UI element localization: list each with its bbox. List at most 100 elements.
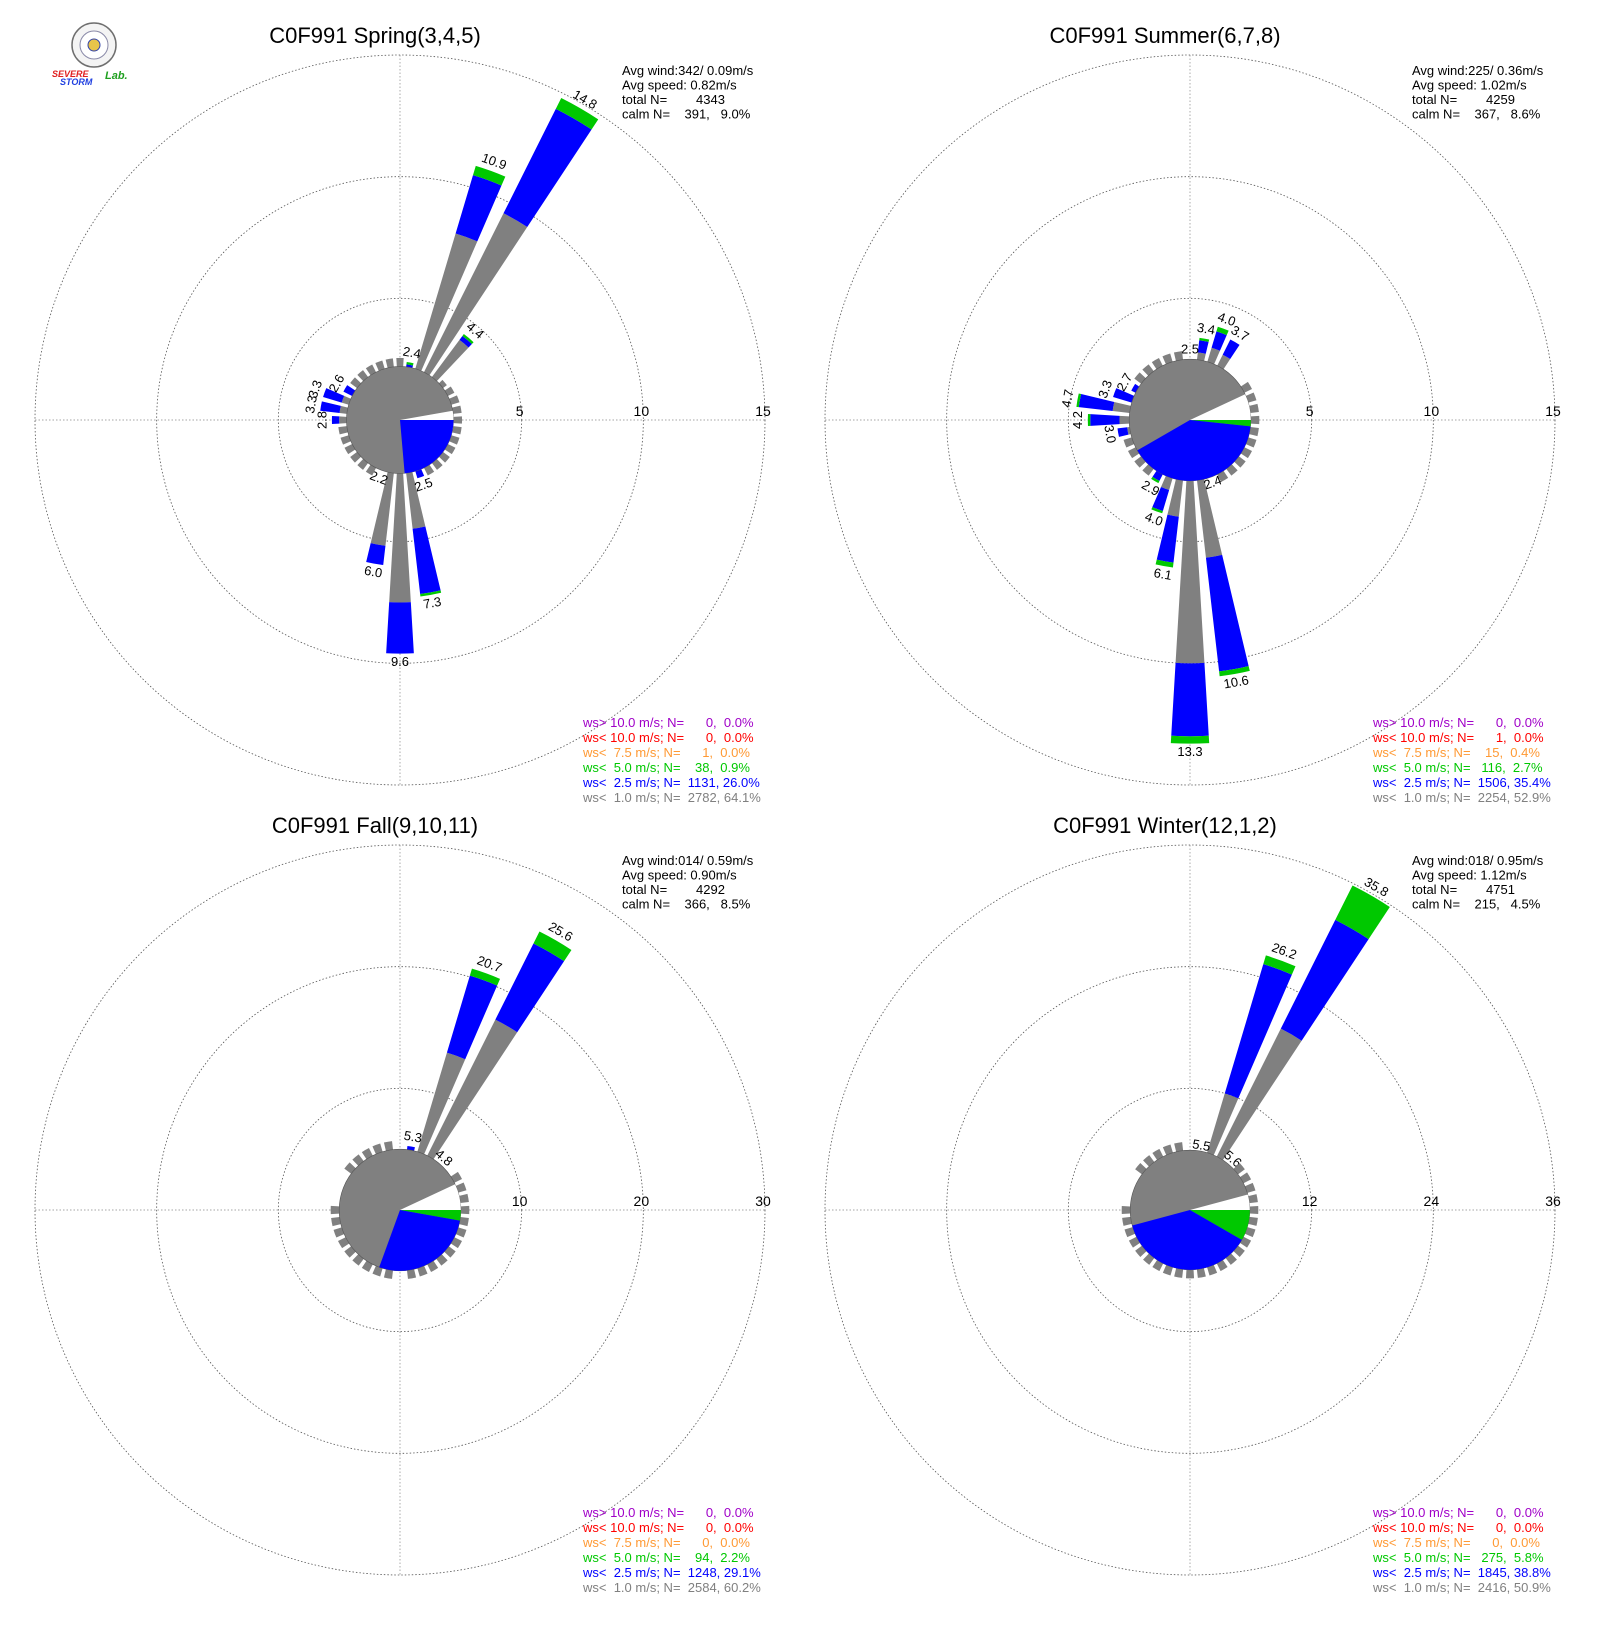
panel-title: C0F991 Summer(6,7,8) [1049,23,1280,48]
stats-line: calm N= 215, 4.5% [1412,897,1541,912]
bar-segment-gray [1196,352,1206,361]
calm-wedge [1190,1194,1250,1210]
bar-value-label: 2.5 [1181,342,1199,357]
bar-segment-minor [385,358,394,368]
bar-segment-green [1216,326,1229,336]
bar-segment-minor [449,395,460,405]
bar-segment-minor [1250,415,1260,425]
bar-segment-blue [1171,662,1209,737]
bar-value-label: 4.0 [1143,509,1165,529]
bar-segment-minor [396,357,404,367]
legend-entry: ws< 2.5 m/s; N= 1248, 29.1% [582,1565,761,1580]
range-ring [156,966,644,1454]
legend-entry: ws> 10.0 m/s; N= 0, 0.0% [1372,715,1544,730]
logo-lab-text: Lab. [105,70,128,82]
bar-segment-minor [438,451,450,463]
bar-segment-minor [352,1154,364,1166]
bar-segment-gray [406,472,426,529]
ring-label: 5 [516,403,524,419]
bar-segment-minor [1122,1216,1132,1226]
range-ring [824,54,1556,786]
bar-segment-gray [1127,426,1131,435]
bar-segment-minor [1234,456,1246,468]
bar-segment-gray [1217,354,1231,370]
bar-segment-minor [1173,351,1184,361]
legend-entry: ws< 10.0 m/s; N= 0, 0.0% [582,730,754,745]
legend-entry: ws< 1.0 m/s; N= 2584, 60.2% [582,1580,761,1595]
stats-line: total N= 4259 [1412,92,1515,107]
bar-segment-blue [1078,394,1115,412]
calm-wedge [400,1184,461,1210]
bar-segment-green [1263,955,1296,975]
bar-segment-minor [1216,1259,1228,1272]
bar-segment-minor [357,370,369,382]
bar-segment-minor [1174,1142,1184,1152]
inner-pie-blue [1132,1210,1242,1270]
bar-segment-minor [372,1265,383,1277]
legend-entry: ws> 10.0 m/s; N= 0, 0.0% [582,715,754,730]
legend-entry: ws< 1.0 m/s; N= 2254, 52.9% [1372,790,1551,805]
legend-entry: ws< 7.5 m/s; N= 1, 0.0% [582,745,750,760]
bar-segment-green [1076,393,1082,408]
bar-segment-minor [1127,447,1140,459]
bar-value-label: 3.4 [1196,320,1216,338]
bar-value-label: 3.3 [305,378,325,400]
bar-segment-minor [1244,1182,1256,1193]
bar-segment-blue [459,335,472,348]
bar-value-label: 3.3 [1095,378,1115,400]
ring-label: 15 [1545,403,1561,419]
bar-segment-blue [1197,340,1209,354]
wind-rose-panel: 5 10 15 14.810.94.42.47.39.66.02.52.22.63.3… [34,23,771,805]
bar-segment-minor [1207,1264,1218,1276]
range-ring [1067,297,1313,543]
bar-segment-gray [339,416,347,424]
bar-segment-gray [423,213,528,376]
calm-wedge [1190,394,1251,420]
bar-segment-minor [1123,437,1135,448]
bar-segment-minor [340,435,351,445]
stats-line: Avg speed: 1.02m/s [1412,78,1527,93]
bar-segment-blue [503,108,592,228]
bar-segment-minor [444,1246,456,1258]
bar-segment-minor [1226,464,1238,476]
range-ring [1067,1087,1313,1333]
stats-line: total N= 4343 [622,92,725,107]
bar-segment-minor [1225,1253,1237,1265]
stats-line: Avg wind:014/ 0.59m/s [622,853,754,868]
bar-segment-minor [450,1171,463,1183]
bar-segment-minor [1233,1163,1245,1175]
bar-value-label: 3.0 [1101,424,1119,444]
bar-segment-blue [1222,339,1240,360]
bar-segment-gray [1167,479,1184,517]
bar-segment-minor [344,1162,356,1174]
bar-segment-gray [427,1019,518,1160]
inner-pie-green [1190,420,1251,427]
bar-segment-minor [330,1205,340,1215]
legend-entry: ws< 7.5 m/s; N= 0, 0.0% [1372,1535,1540,1550]
bar-segment-gray [1196,479,1223,558]
bar-segment-minor [455,1182,467,1193]
bar-value-label: 2.8 [314,411,329,429]
ring-label: 12 [1302,1193,1318,1209]
bar-segment-minor [1142,464,1154,476]
bar-segment-minor [423,464,435,476]
bar-segment-gray [1112,401,1131,414]
direction-bars: 14.810.94.42.47.39.66.02.52.22.63.33.32.… [302,87,600,669]
bar-segment-green [1151,507,1163,514]
bar-segment-minor [1124,1227,1136,1238]
bar-segment-blue [1113,388,1135,403]
bar-segment-minor [357,458,369,470]
bar-segment-minor [1244,1227,1256,1238]
bar-segment-green [462,334,474,344]
ring-label: 36 [1545,1193,1561,1209]
range-ring [277,297,523,543]
bar-segment-minor [1249,426,1259,437]
stats-line: calm N= 366, 8.5% [622,897,751,912]
lab-logo: SEVERE STORM Lab. [52,22,128,87]
inner-pie-green [1190,1210,1250,1240]
legend-entry: ws< 5.0 m/s; N= 38, 0.9% [582,760,750,775]
bar-segment-blue [1211,331,1227,351]
ring-label: 10 [634,403,650,419]
ring-label: 15 [755,403,771,419]
bar-segment-minor [1162,1264,1173,1276]
